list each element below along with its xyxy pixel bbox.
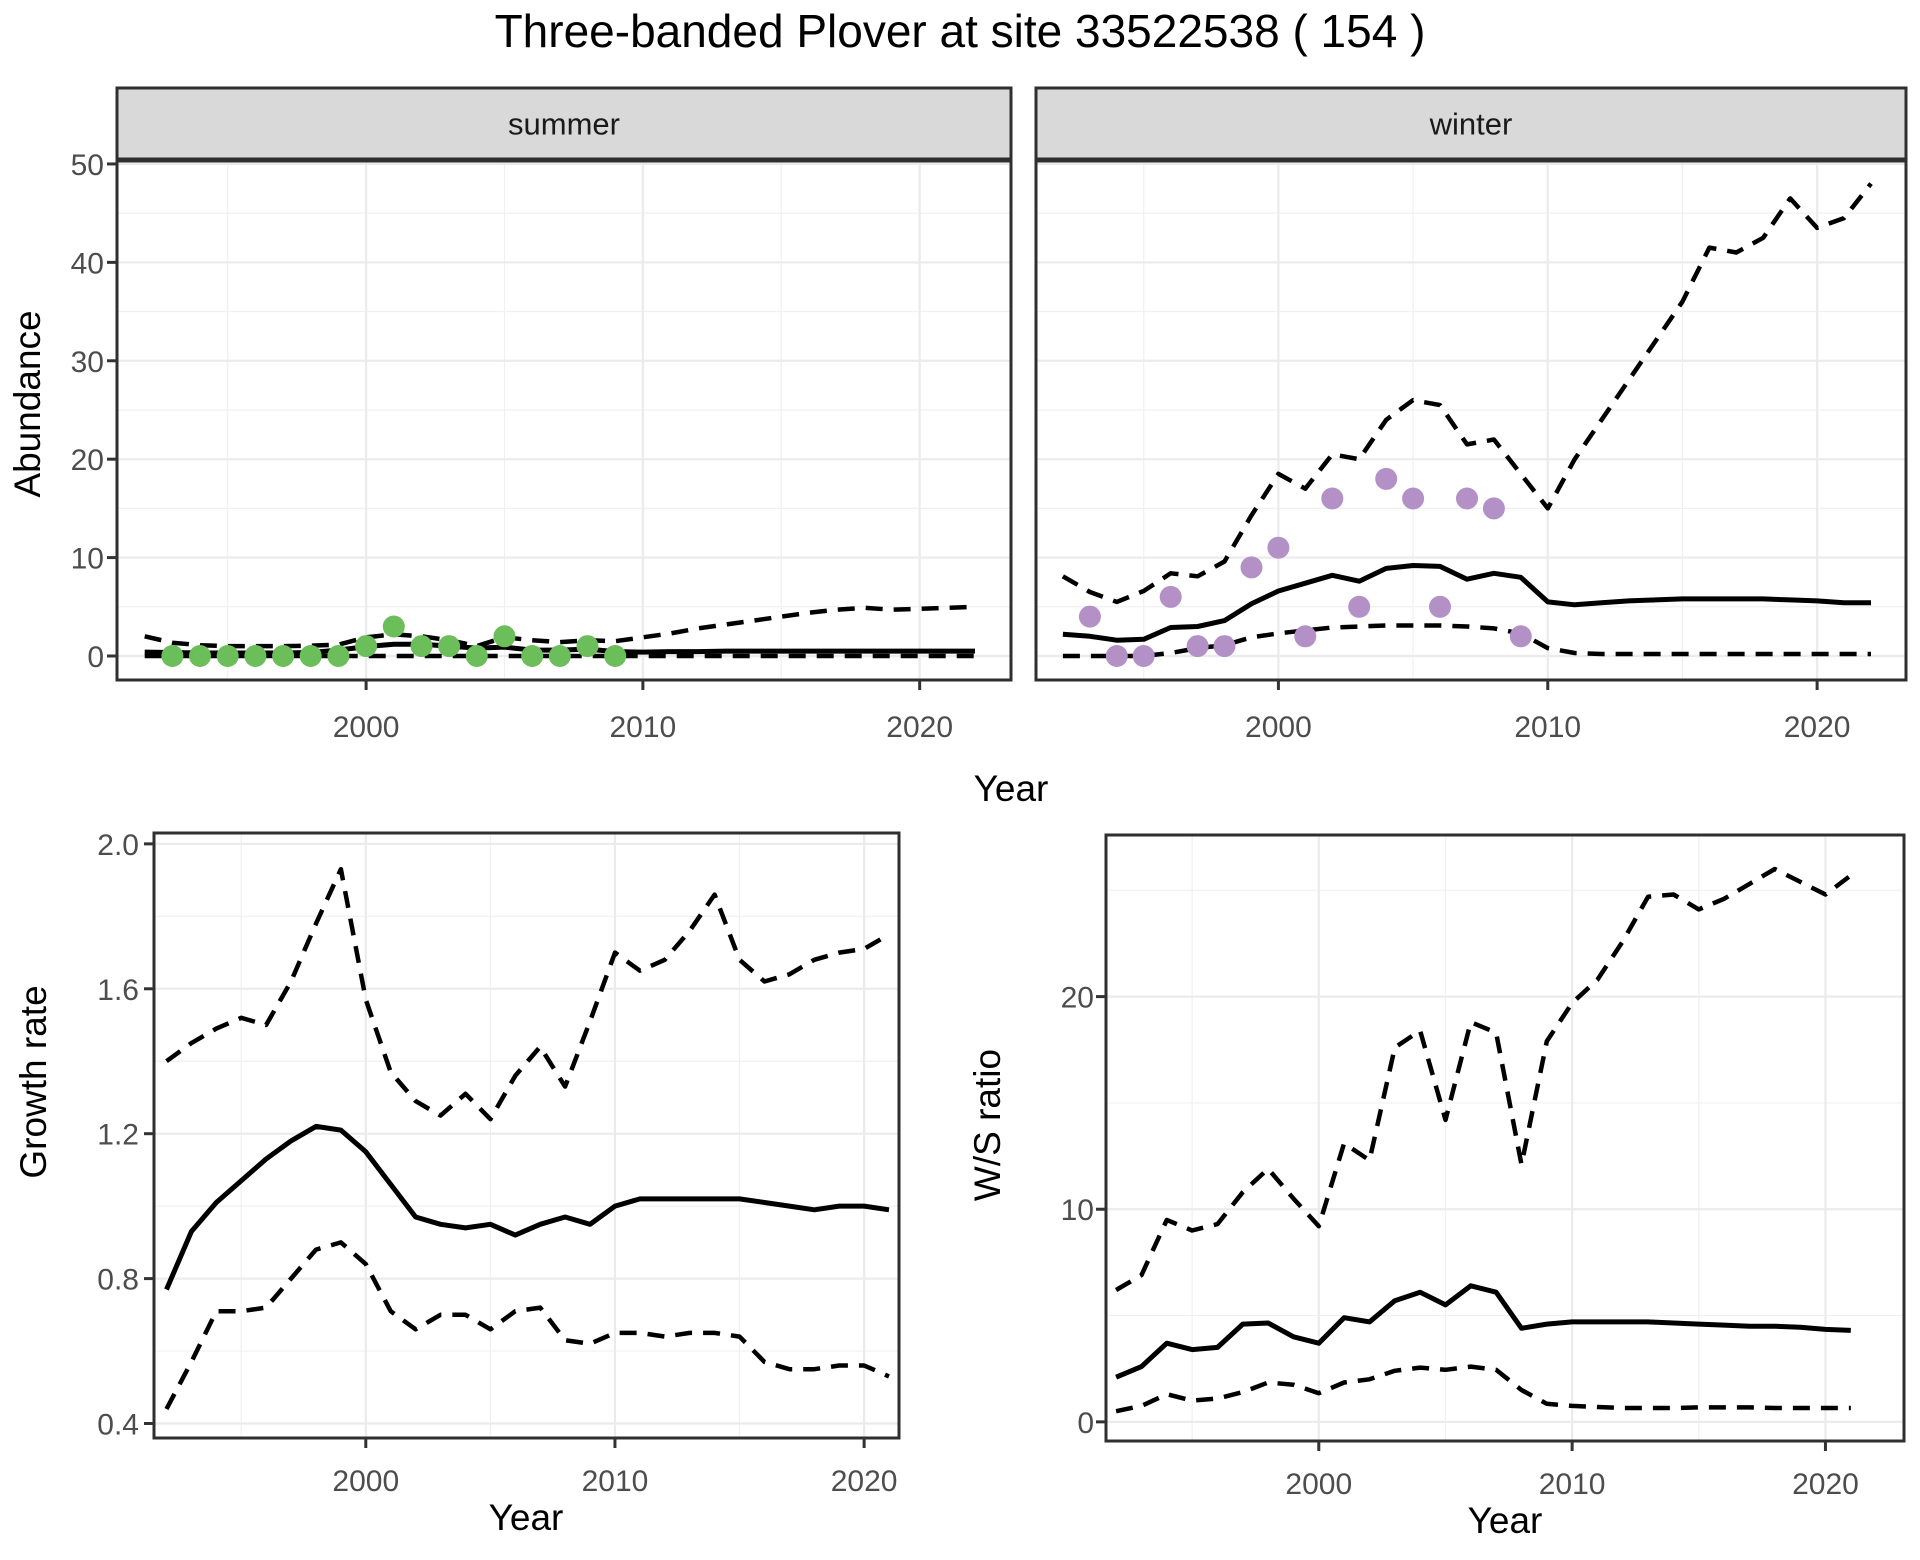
observation-point [1105, 645, 1128, 667]
observation-point [272, 645, 295, 667]
lower-95ci-line [1062, 623, 1871, 659]
x-tick-label: 2020 [831, 1465, 898, 1498]
observation-point [1482, 497, 1505, 520]
observation-point [382, 615, 405, 638]
panel-background [117, 161, 1011, 680]
observation-point [576, 635, 599, 658]
median-line [164, 1123, 890, 1291]
observation-point [604, 645, 627, 667]
upper-95ci-line [165, 866, 891, 1122]
upper-95ci-line [1114, 866, 1853, 1292]
observation-point [1375, 467, 1398, 490]
observation-point [1509, 625, 1532, 648]
median-line [1115, 1283, 1851, 1380]
observation-point [410, 635, 433, 658]
observation-point [327, 645, 350, 667]
x-tick-label: 2000 [332, 1465, 399, 1498]
observation-point [465, 645, 488, 667]
x-tick-label: 2010 [582, 1465, 649, 1498]
figure-title: Three-banded Plover at site 33522538 ( 1… [494, 5, 1426, 57]
panel-background [1106, 835, 1904, 1441]
panel-background [154, 833, 899, 1438]
y-axis-title: Abundance [7, 310, 48, 497]
observation-point [161, 645, 184, 667]
observation-point [1267, 536, 1290, 559]
facet-strip-winter [1034, 86, 1908, 161]
panel-border [115, 159, 1013, 682]
panel-border [152, 831, 901, 1440]
y-tick-label: 0 [87, 641, 104, 674]
observation-point [1240, 556, 1263, 579]
observation-point [493, 625, 516, 648]
observation-point [548, 645, 571, 667]
observation-point [216, 645, 239, 667]
x-tick-label: 2000 [1285, 1468, 1352, 1501]
panel-abundance-summer: 2000 2010 2020 0 10 20 30 40 50 summer Abundance Ye… [7, 86, 1049, 809]
x-tick-label: 2020 [1784, 711, 1851, 744]
observation-point [438, 635, 461, 658]
observation-point [1159, 585, 1182, 608]
observation-point [1132, 645, 1155, 667]
x-tick-label: 2010 [610, 711, 677, 744]
panel-abundance-winter: 2000 2010 2020 winter [1034, 86, 1908, 744]
lower-95ci-line [164, 1240, 890, 1411]
observation-point [1402, 487, 1425, 510]
y-tick-label: 1.6 [97, 974, 139, 1007]
observation-point [1321, 487, 1344, 510]
observation-point [1078, 605, 1101, 628]
x-tick-label: 2020 [1792, 1468, 1859, 1501]
x-axis-title: Year [974, 768, 1049, 809]
x-axis-title: Year [489, 1497, 564, 1538]
panel-border [1104, 833, 1906, 1443]
observation-point [299, 645, 322, 667]
y-tick-label: 0 [1077, 1407, 1094, 1440]
observation-point [1348, 595, 1371, 618]
x-tick-label: 2000 [1245, 711, 1312, 744]
observation-point [1429, 595, 1451, 618]
observation-point [1294, 625, 1317, 648]
y-tick-label: 30 [71, 346, 104, 379]
x-tick-label: 2000 [333, 711, 400, 744]
x-tick-label: 2010 [1539, 1468, 1606, 1501]
y-tick-label: 50 [71, 149, 104, 182]
facet-strip-summer [115, 86, 1013, 161]
y-axis-title: Growth rate [13, 985, 54, 1178]
observation-point [189, 645, 211, 667]
y-tick-label: 20 [71, 444, 104, 477]
y-tick-label: 20 [1061, 982, 1094, 1015]
panel-ws-ratio: 2000 2010 2020 0 10 20 W/S ratio Year [967, 833, 1906, 1541]
lower-95ci-line [1115, 1364, 1851, 1414]
upper-95ci-line [1061, 182, 1873, 605]
facet-strip-label: winter [1429, 107, 1513, 142]
y-tick-label: 10 [1061, 1194, 1094, 1227]
panel-border [1034, 159, 1908, 682]
y-tick-label: 40 [71, 247, 104, 280]
panel-growth-rate: 2000 2010 2020 0.4 0.8 1.2 1.6 2.0 Growth rate Ye… [13, 829, 901, 1538]
x-axis-title: Year [1468, 1500, 1543, 1541]
x-tick-label: 2010 [1514, 711, 1581, 744]
y-tick-label: 0.8 [97, 1264, 139, 1297]
y-tick-label: 10 [71, 543, 104, 576]
observation-point [1456, 487, 1478, 510]
y-tick-label: 2.0 [97, 829, 139, 862]
observation-point [1186, 635, 1209, 658]
y-tick-label: 0.4 [97, 1409, 139, 1442]
observation-point [355, 635, 378, 658]
observation-point [244, 645, 267, 667]
observation-point [521, 645, 544, 667]
y-tick-label: 1.2 [97, 1119, 139, 1152]
y-axis-title: W/S ratio [967, 1049, 1008, 1201]
facet-strip-label: summer [508, 107, 620, 142]
median-line [1062, 563, 1871, 643]
x-tick-label: 2020 [886, 711, 953, 744]
observation-point [1213, 635, 1236, 658]
